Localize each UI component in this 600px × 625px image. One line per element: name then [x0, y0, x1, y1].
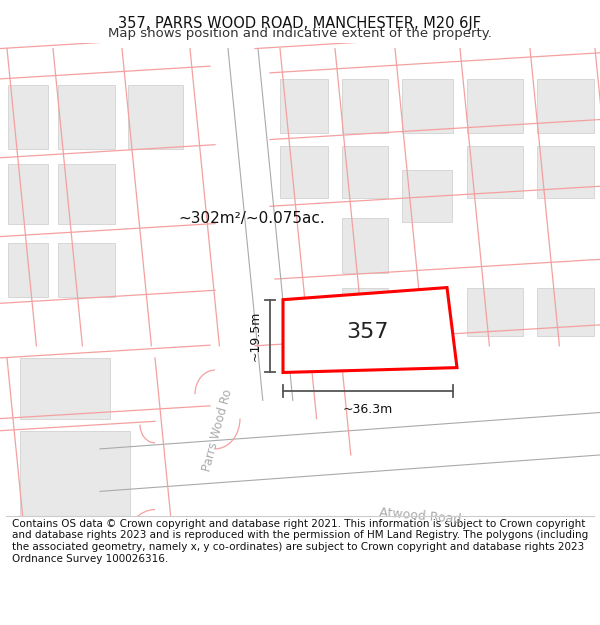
Text: Atwood Road: Atwood Road: [379, 506, 461, 526]
Polygon shape: [537, 79, 594, 134]
Polygon shape: [8, 85, 48, 149]
Polygon shape: [58, 85, 115, 149]
Polygon shape: [402, 79, 453, 134]
Polygon shape: [280, 146, 328, 198]
Polygon shape: [8, 164, 48, 224]
Polygon shape: [128, 85, 183, 149]
Text: 357: 357: [346, 322, 389, 342]
Polygon shape: [537, 288, 594, 336]
Polygon shape: [280, 79, 328, 134]
Text: 357, PARRS WOOD ROAD, MANCHESTER, M20 6JF: 357, PARRS WOOD ROAD, MANCHESTER, M20 6J…: [119, 16, 482, 31]
Polygon shape: [467, 288, 523, 336]
Polygon shape: [342, 79, 388, 134]
Polygon shape: [20, 431, 130, 528]
Polygon shape: [342, 146, 388, 198]
Text: Parrs Wood Ro: Parrs Wood Ro: [201, 388, 235, 473]
Polygon shape: [58, 242, 115, 298]
Polygon shape: [467, 79, 523, 134]
Polygon shape: [342, 288, 388, 336]
Polygon shape: [58, 164, 115, 224]
Text: ~19.5m: ~19.5m: [249, 311, 262, 361]
Text: ~36.3m: ~36.3m: [343, 402, 393, 416]
Text: Contains OS data © Crown copyright and database right 2021. This information is : Contains OS data © Crown copyright and d…: [12, 519, 588, 564]
Polygon shape: [8, 242, 48, 298]
Polygon shape: [342, 218, 388, 273]
Polygon shape: [402, 170, 452, 222]
Text: ~302m²/~0.075ac.: ~302m²/~0.075ac.: [178, 211, 325, 226]
Polygon shape: [467, 146, 523, 198]
Polygon shape: [537, 146, 594, 198]
Polygon shape: [283, 288, 457, 372]
Polygon shape: [20, 358, 110, 419]
Text: Map shows position and indicative extent of the property.: Map shows position and indicative extent…: [108, 27, 492, 40]
